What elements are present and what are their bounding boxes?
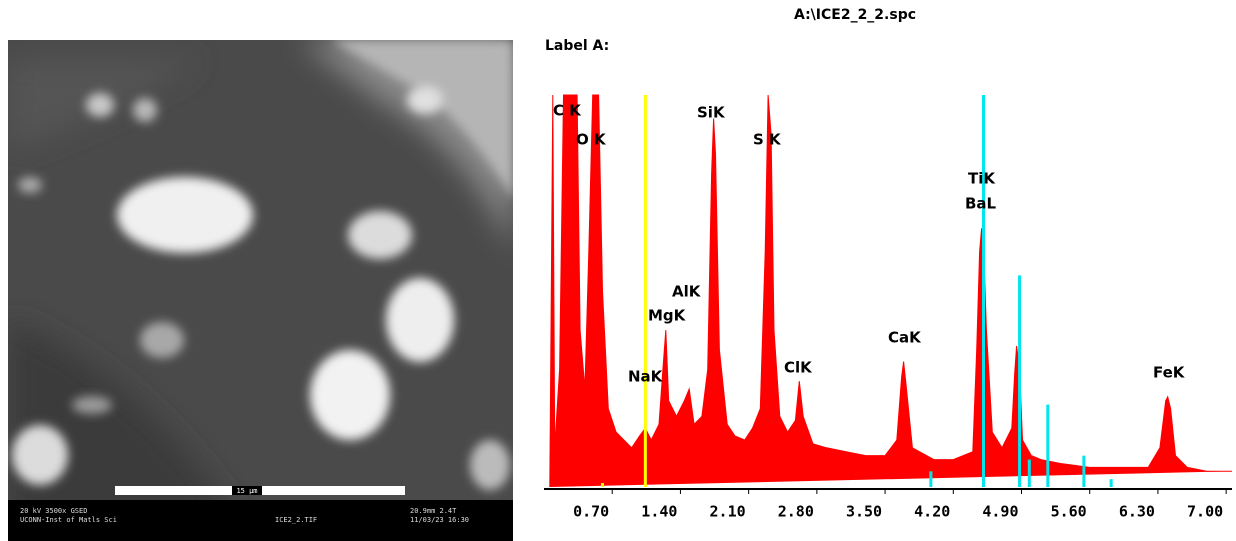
- peak-label: CaK: [888, 329, 922, 347]
- peak-label: NaK: [628, 368, 664, 386]
- x-tick-label: 1.40: [641, 503, 677, 521]
- peak-label: MgK: [648, 307, 687, 325]
- plot: 0.70 1.40 2.10 2.80 3.50 4.20 4.90 5.60 6.30 7.00…: [544, 94, 1232, 521]
- scale-label: 15 μm: [236, 487, 257, 495]
- peak-label: FeK: [1153, 364, 1186, 382]
- x-tick-label: 6.30: [1119, 503, 1155, 521]
- caption: ICE2_2.TIF: [275, 516, 317, 524]
- x-tick-label: 3.50: [846, 503, 882, 521]
- peak-label: TiK: [968, 170, 996, 188]
- x-tick-label: 7.00: [1187, 503, 1223, 521]
- chart-subtitle: Label A:: [545, 38, 609, 54]
- caption: 20.9mm 2.4T: [410, 507, 457, 515]
- caption: 11/03/23 16:30: [410, 516, 469, 524]
- x-tick-label: 0.70: [573, 503, 609, 521]
- peak-label: SiK: [697, 104, 726, 122]
- peak-label: S K: [753, 131, 782, 149]
- chart-title: A:\ICE2_2_2.spc: [794, 7, 916, 23]
- x-tick-label: 5.60: [1051, 503, 1087, 521]
- x-tick-label: 4.20: [914, 503, 950, 521]
- x-tick-label: 4.90: [982, 503, 1018, 521]
- peak-label: BaL: [965, 195, 997, 213]
- sem-image: 15 μm 20 kV 3500x GSED UCONN-Inst of Mat…: [8, 40, 513, 541]
- caption: UCONN-Inst of Matls Sci: [20, 516, 117, 524]
- x-tick-label: 2.10: [710, 503, 746, 521]
- x-tick-label: 2.80: [778, 503, 814, 521]
- peak-label: O K: [576, 131, 607, 149]
- peak-label: ClK: [784, 359, 813, 377]
- spectrum-area: [549, 94, 1232, 488]
- caption: 20 kV 3500x GSED: [20, 507, 87, 515]
- peak-label: AlK: [672, 283, 702, 301]
- peak-label: C K: [553, 102, 582, 120]
